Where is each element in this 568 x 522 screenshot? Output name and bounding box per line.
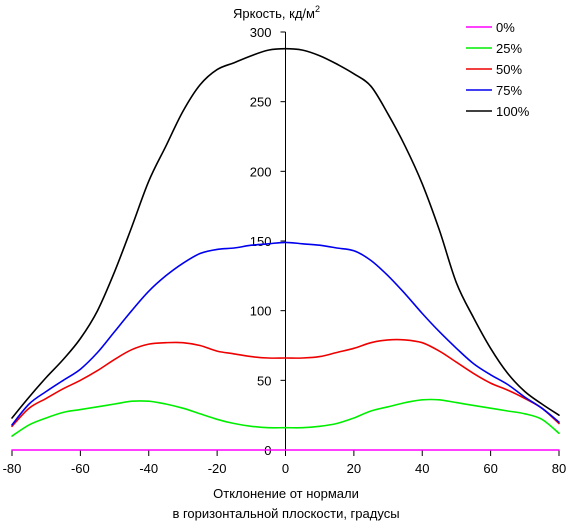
x-tick-label: 60: [483, 461, 497, 476]
legend-item: 75%: [466, 83, 522, 98]
x-tick-label: -40: [139, 461, 158, 476]
x-tick-label: -80: [3, 461, 22, 476]
legend-label: 50%: [496, 62, 522, 77]
x-tick-label: 0: [282, 461, 289, 476]
x-tick-label: 20: [347, 461, 361, 476]
series-line-50pct: [11, 338, 560, 428]
x-axis-title-line-2: в горизонтальной плоскости, градусы: [172, 506, 399, 521]
legend-label: 100%: [496, 104, 530, 119]
y-tick-label: 150: [250, 234, 272, 249]
x-tick-label: -20: [208, 461, 227, 476]
y-axis-title: Яркость, кд/м2: [233, 4, 320, 21]
y-tick-label: 250: [250, 95, 272, 110]
legend-label: 25%: [496, 41, 522, 56]
legend-item: 25%: [466, 41, 522, 56]
y-tick-label: 200: [250, 164, 272, 179]
y-tick-label: 100: [250, 304, 272, 319]
legend-label: 0%: [496, 20, 515, 35]
legend-item: 50%: [466, 62, 522, 77]
legend-label: 75%: [496, 83, 522, 98]
series-lines: [11, 47, 560, 451]
series-line-25pct: [11, 398, 560, 437]
series-line-100pct: [11, 47, 560, 419]
legend-item: 0%: [466, 20, 515, 35]
x-tick-label: 80: [552, 461, 566, 476]
y-tick-label: 300: [250, 25, 272, 40]
x-tick-label: -60: [71, 461, 90, 476]
x-axis-title-line-1: Отклонение от нормали: [213, 486, 359, 501]
y-axis-title-superscript: 2: [315, 4, 320, 14]
x-tick-label: 40: [415, 461, 429, 476]
y-tick-label: 50: [257, 373, 271, 388]
legend-item: 100%: [466, 104, 530, 119]
series-line-75pct: [11, 241, 560, 426]
legend: 0% 25% 50% 75% 100%: [466, 20, 530, 119]
